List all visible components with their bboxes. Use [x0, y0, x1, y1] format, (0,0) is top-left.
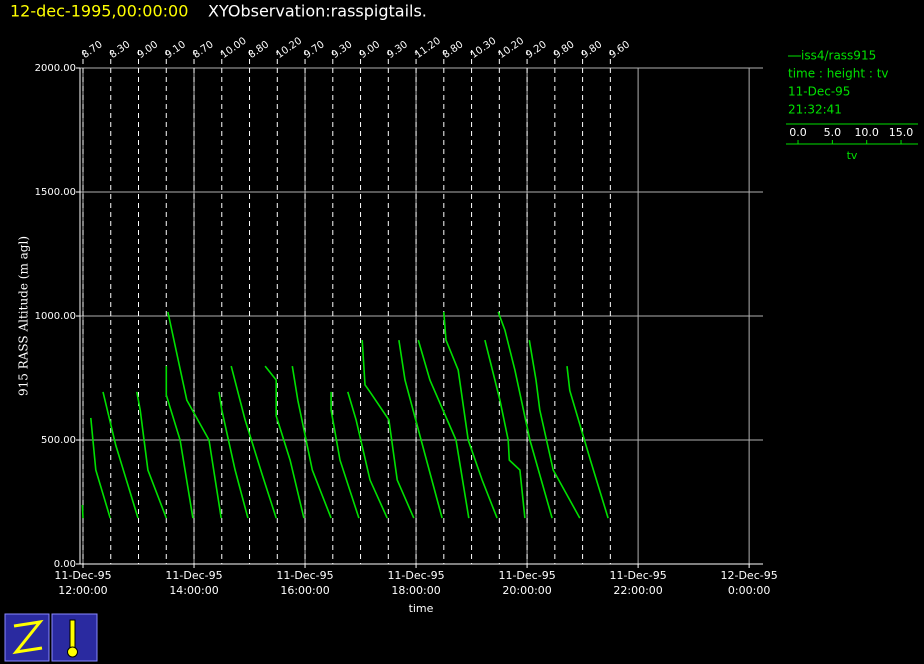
y-tick-label: 1500.00 — [35, 187, 76, 198]
legend-scale-label: 0.0 — [789, 126, 807, 139]
x-tick-label: 11-Dec-95 14:00:00 — [165, 569, 222, 597]
thermometer-glyph — [69, 619, 76, 649]
legend-date: 11-Dec-95 — [788, 85, 850, 99]
legend-scale-title: tv — [847, 149, 858, 162]
legend-scale-label: 10.0 — [854, 126, 879, 139]
chart-subtitle: XYObservation:rasspigtails. — [208, 2, 427, 21]
x-tick-label: 11-Dec-95 18:00:00 — [387, 569, 444, 597]
y-tick-label: 1000.00 — [35, 311, 76, 322]
x-tick-label: 11-Dec-95 22:00:00 — [609, 569, 666, 597]
x-tick-label: 11-Dec-95 12:00:00 — [54, 569, 111, 597]
y-tick-label: 500.00 — [41, 435, 76, 446]
zebra-glyph — [12, 619, 44, 655]
thermometer-bulb — [67, 646, 78, 658]
x-tick-label: 11-Dec-95 20:00:00 — [498, 569, 555, 597]
legend-scale-label: 15.0 — [889, 126, 914, 139]
legend-axes: time : height : tv — [788, 67, 889, 81]
legend-time: 21:32:41 — [788, 103, 842, 117]
chart-title: 12-dec-1995,00:00:00 — [10, 2, 188, 21]
y-tick-label: 0.00 — [54, 559, 76, 570]
legend-label: iss4/rass915 — [801, 49, 876, 63]
y-tick-label: 2000.00 — [35, 63, 76, 74]
legend-scale-label: 5.0 — [824, 126, 842, 139]
icon-bar — [4, 613, 98, 662]
x-tick-label: 12-Dec-95 0:00:00 — [721, 569, 778, 597]
y-axis-label: 915 RASS Altitude (m agl) — [17, 236, 31, 396]
x-tick-label: 11-Dec-95 16:00:00 — [276, 569, 333, 597]
x-axis-label: time — [409, 602, 434, 615]
pigtail-trace — [81, 311, 609, 519]
